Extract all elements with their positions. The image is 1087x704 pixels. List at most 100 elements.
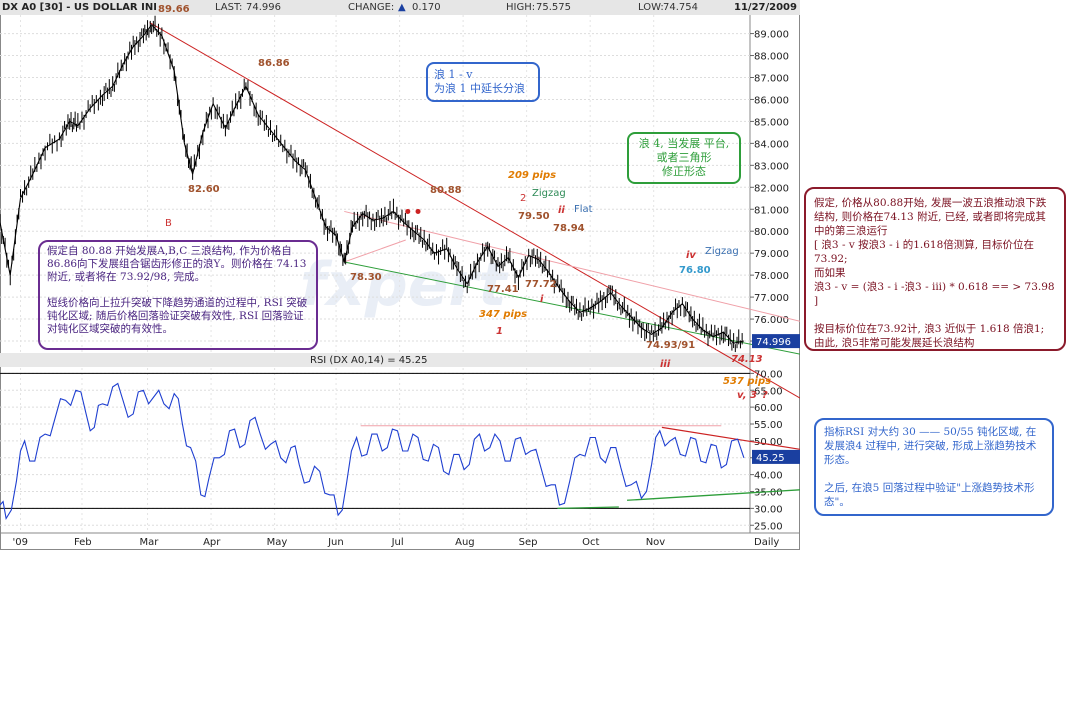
wave-label: 76.80 — [679, 265, 711, 276]
wave-label: 74.13 — [731, 354, 763, 365]
time-tick-label: Daily — [754, 537, 779, 548]
wave-label: i — [540, 294, 544, 305]
wave-label: 86.86 — [258, 58, 290, 69]
change-label: CHANGE: — [348, 2, 395, 13]
wave-label: iv — [686, 250, 696, 261]
low-label: LOW: — [638, 2, 664, 13]
price-tick-label: 83.000 — [754, 161, 789, 172]
rsi-tick-label: 30.00 — [754, 504, 783, 515]
rsi-tick-label: 55.00 — [754, 420, 783, 431]
wave-label: 74.93/91 — [646, 340, 695, 351]
last-label: LAST: — [215, 2, 243, 13]
rsi-title-bar — [0, 353, 750, 367]
rsi-title: RSI (DX A0,14) = 45.25 — [310, 355, 427, 366]
wave-label: Flat — [574, 204, 593, 215]
wave-label: 2 — [520, 193, 526, 204]
high-value: 75.575 — [536, 2, 571, 13]
wave-label: Zigzag — [532, 188, 566, 199]
time-tick-label: Mar — [140, 537, 160, 548]
chart-title: DX A0 [30] - US DOLLAR INE — [2, 2, 156, 13]
high-marker — [415, 208, 421, 214]
rsi-tick-label: 35.00 — [754, 488, 783, 499]
change-up-icon: ▲ — [398, 2, 406, 13]
price-tick-label: 89.000 — [754, 30, 789, 41]
note-rsi-text: 指标RSI 对大约 30 —— 50/55 钝化区域, 在发展浪4 过程中, 进… — [824, 426, 1037, 508]
price-tick-label: 87.000 — [754, 73, 789, 84]
last-value: 74.996 — [246, 2, 281, 13]
price-tick-label: 80.000 — [754, 227, 789, 238]
wave-label: ii — [558, 205, 565, 216]
last-price-marker — [752, 334, 800, 349]
price-tick-label: 78.000 — [754, 271, 789, 282]
time-tick-label: Nov — [646, 537, 666, 548]
rsi-support-line — [627, 489, 800, 501]
upper-channel-line — [344, 210, 800, 322]
high-marker — [405, 208, 411, 214]
wave-label: 78.94 — [553, 223, 585, 234]
last-price-label: 74.996 — [756, 337, 791, 348]
wave-label: 77.72 — [525, 279, 557, 290]
note-wave-v: 浪 1 - v 为浪 1 中延长分浪 — [426, 62, 540, 102]
time-tick-label: Apr — [203, 537, 221, 548]
price-tick-label: 84.000 — [754, 139, 789, 150]
note-wave-4-text: 浪 4, 当发展 平台, 或者三角形 修正形态 — [638, 137, 730, 178]
rsi-tick-label: 60.00 — [754, 403, 783, 414]
price-tick-label: 88.000 — [754, 52, 789, 63]
last-rsi-label: 45.25 — [756, 453, 785, 464]
rsi-support-line — [557, 506, 619, 510]
note-abc-text: 假定自 80.88 开始发展A,B,C 三浪结构, 作为价格自 86.86向下发… — [47, 245, 308, 335]
wave-label: 77.41 — [487, 284, 519, 295]
chart: fxpert 89.000 88.000 87.000 86.000 85.000 84.0… — [0, 0, 800, 550]
note-rsi: 指标RSI 对大约 30 —— 50/55 钝化区域, 在发展浪4 过程中, 进… — [814, 418, 1054, 516]
time-tick-label: Aug — [455, 537, 475, 548]
rsi-series-line — [0, 382, 745, 521]
time-tick-label: Sep — [519, 537, 538, 548]
note-wave-4: 浪 4, 当发展 平台, 或者三角形 修正形态 — [627, 132, 741, 184]
time-tick-label: '09 — [12, 537, 27, 548]
change-value: 0.170 — [412, 2, 441, 13]
price-tick-label: 82.000 — [754, 183, 789, 194]
header-bar — [0, 0, 800, 15]
high-label: HIGH: — [506, 2, 536, 13]
low-value: 74.754 — [663, 2, 698, 13]
wave-label: iii — [660, 359, 671, 370]
lower-channel-line — [344, 261, 800, 355]
time-tick-label: May — [267, 537, 288, 548]
note-wave-v-text: 浪 1 - v 为浪 1 中延长分浪 — [434, 68, 525, 95]
wave-label: v, 3 — [737, 390, 757, 401]
wave-label: 209 pips — [508, 170, 556, 181]
time-tick-label: Jun — [327, 537, 344, 548]
rsi-tick-label: 70.00 — [754, 369, 783, 380]
price-tick-label: 81.000 — [754, 205, 789, 216]
rsi-tick-label: 65.00 — [754, 386, 783, 397]
note-abc: 假定自 80.88 开始发展A,B,C 三浪结构, 作为价格自 86.86向下发… — [38, 240, 318, 350]
price-tick-label: 77.000 — [754, 293, 789, 304]
wave-label: Zigzag — [705, 246, 739, 257]
wave-label: ? — [762, 390, 768, 401]
header-date: 11/27/2009 — [734, 2, 797, 13]
wave-label: 78.30 — [350, 272, 382, 283]
wave-label: 80.88 — [430, 185, 462, 196]
price-tick-label: 86.000 — [754, 95, 789, 106]
wave-label: 537 pips — [723, 376, 771, 387]
wave-label: 79.50 — [518, 211, 550, 222]
wave-label: 82.60 — [188, 184, 220, 195]
note-five-wave-text: 假定, 价格从80.88开始, 发展一波五浪推动浪下跌结构, 则价格在74.13… — [814, 197, 1055, 349]
downtrend-line — [149, 22, 800, 399]
wave-label: 89.66 — [158, 4, 190, 15]
chart-svg: fxpert89.00088.00087.00086.00085.00084.0… — [0, 0, 800, 550]
rsi-tick-label: 25.00 — [754, 521, 783, 532]
rsi-tick-label: 40.00 — [754, 471, 783, 482]
abc-leg-line — [344, 239, 406, 263]
price-tick-label: 76.000 — [754, 315, 789, 326]
wave-label: B — [165, 218, 172, 229]
price-tick-label: 85.000 — [754, 117, 789, 128]
time-tick-label: Feb — [74, 537, 92, 548]
price-tick-label: 79.000 — [754, 249, 789, 260]
time-tick-label: Oct — [582, 537, 599, 548]
wave-label: 347 pips — [479, 309, 527, 320]
rsi-tick-label: 50.00 — [754, 437, 783, 448]
rsi-resistance-line — [661, 426, 800, 450]
last-rsi-marker — [752, 449, 800, 464]
wave-label: 1 — [496, 326, 503, 337]
